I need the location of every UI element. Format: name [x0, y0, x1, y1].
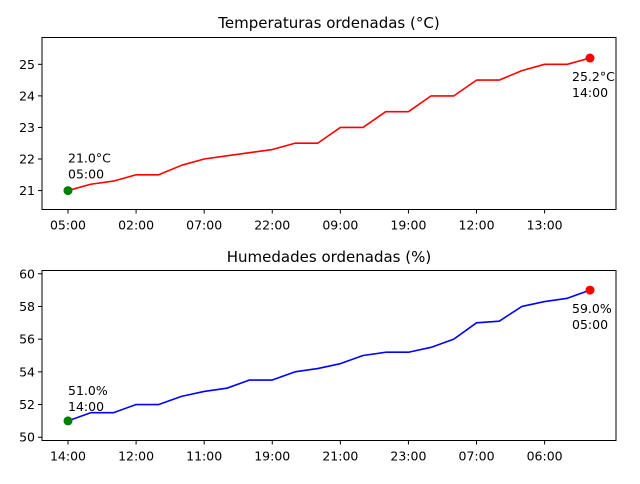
humidity-x-tick-label: 11:00 [186, 449, 222, 464]
humidity-max-marker [585, 285, 595, 295]
humidity-x-tick-label: 07:00 [459, 449, 495, 464]
temperature-max-value-label: 25.2°C [572, 69, 615, 84]
humidity-x-tick-label: 23:00 [390, 449, 426, 464]
humidity-annotations: 51.0%14:00 59.0%05:00 [68, 301, 612, 414]
humidity-min-time-label: 14:00 [68, 399, 104, 414]
temperature-y-axis: 21 22 23 24 25 [19, 57, 42, 198]
humidity-min-value-label: 51.0% [68, 383, 108, 398]
humidity-series-group [63, 285, 595, 426]
humidity-max-value-label: 59.0% [572, 301, 612, 316]
humidity-max-time-label: 05:00 [572, 317, 608, 332]
temperature-x-axis: 05:00 02:00 07:00 22:00 09:00 19:00 12:00 13:00 [50, 209, 563, 233]
temperature-axes-frame [41, 37, 617, 210]
temperature-min-time-label: 05:00 [68, 167, 104, 182]
temperature-x-tick-label: 05:00 [50, 218, 86, 233]
humidity-subplot: Humedades ordenadas (%) 50 52 54 56 58 60 14:… [19, 248, 617, 464]
temperature-x-tick-label: 13:00 [527, 218, 563, 233]
temperature-y-tick-label: 23 [19, 120, 35, 135]
humidity-min-marker [63, 416, 73, 426]
temperature-min-marker [63, 186, 73, 196]
humidity-x-tick-label: 12:00 [118, 449, 154, 464]
temperature-x-tick-label: 07:00 [186, 218, 222, 233]
temperature-y-tick-label: 21 [19, 183, 35, 198]
temperature-x-tick-label: 09:00 [322, 218, 358, 233]
humidity-y-tick-label: 58 [19, 299, 35, 314]
humidity-y-tick-label: 60 [19, 266, 35, 281]
temperature-y-tick-label: 22 [19, 152, 35, 167]
humidity-x-tick-label: 19:00 [254, 449, 290, 464]
temperature-y-tick-label: 25 [19, 57, 35, 72]
temperature-max-marker [585, 53, 595, 63]
humidity-series-line [67, 289, 591, 422]
humidity-x-axis: 14:00 12:00 11:00 19:00 21:00 23:00 07:00 06:00 [50, 440, 563, 464]
temperature-min-value-label: 21.0°C [68, 151, 111, 166]
temperature-x-tick-label: 22:00 [254, 218, 290, 233]
humidity-y-tick-label: 54 [19, 364, 35, 379]
temperature-annotations: 21.0°C05:00 25.2°C14:00 [68, 69, 615, 182]
temperature-series-line [67, 57, 591, 192]
humidity-x-tick-label: 14:00 [50, 449, 86, 464]
humidity-x-tick-label: 06:00 [527, 449, 563, 464]
humidity-y-axis: 50 52 54 56 58 60 [19, 266, 42, 445]
temperature-x-tick-label: 02:00 [118, 218, 154, 233]
temperature-x-tick-label: 12:00 [459, 218, 495, 233]
temperature-chart-title: Temperaturas ordenadas (°C) [217, 14, 439, 32]
temperature-subplot: Temperaturas ordenadas (°C) 21 22 23 24 25 0… [19, 14, 617, 233]
temperature-series-group [63, 53, 595, 196]
temperature-x-tick-label: 19:00 [390, 218, 426, 233]
temperature-y-tick-label: 24 [19, 88, 35, 103]
humidity-axes-frame [41, 270, 617, 441]
humidity-x-tick-label: 21:00 [322, 449, 358, 464]
humidity-y-tick-label: 50 [19, 430, 35, 445]
humidity-y-tick-label: 52 [19, 397, 35, 412]
humidity-chart-title: Humedades ordenadas (%) [227, 248, 431, 266]
temperature-max-time-label: 14:00 [572, 85, 608, 100]
humidity-y-tick-label: 56 [19, 332, 35, 347]
